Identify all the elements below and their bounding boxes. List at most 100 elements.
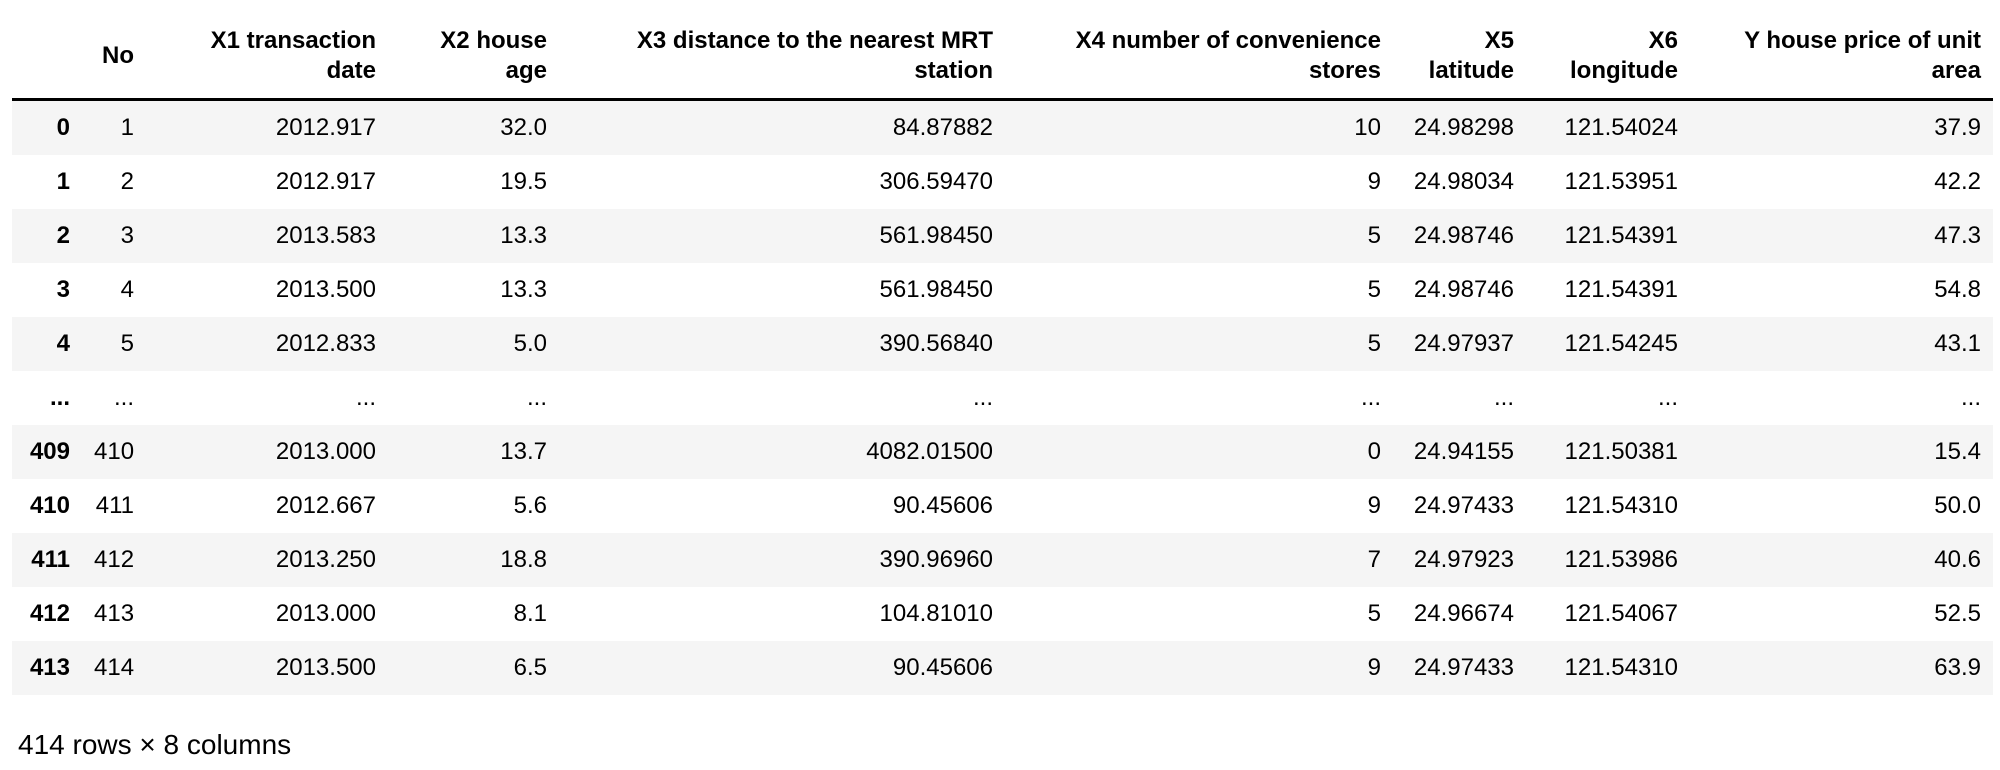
index-cell: ... [49,384,70,411]
data-cell-x1: 2013.000 [275,600,376,627]
data-cell-x6: 121.53951 [1564,168,1678,195]
index-cell: 410 [29,492,70,519]
column-header-y: Y house price of unit area [1690,14,1993,101]
table-row: 0 1 2012.917 32.0 84.87882 10 24.98298 121.5402… [12,99,1993,155]
data-cell-y: 42.2 [1934,168,1981,195]
column-header-x1: X1 transaction date [146,14,388,101]
data-cell-x1: 2013.250 [275,546,376,573]
header-row: No X1 transaction date X2 house age X3 dist… [12,14,1993,101]
index-cell: 409 [29,438,70,465]
data-cell-x6: 121.54067 [1564,600,1678,627]
index-cell: 412 [29,600,70,627]
data-cell-y: 47.3 [1934,222,1981,249]
data-cell-x2: 13.3 [500,276,547,303]
index-cell: 4 [56,330,70,357]
data-cell-x2: 32.0 [500,114,547,141]
data-cell-x2: 13.3 [500,222,547,249]
data-cell-x3: 4082.01500 [866,438,993,465]
data-cell-y: 40.6 [1934,546,1981,573]
index-cell: 2 [56,222,70,249]
data-cell-y: 54.8 [1934,276,1981,303]
data-cell-no: 412 [94,546,135,573]
column-header-x4: X4 number of convenience stores [1005,14,1393,101]
table-row: 2 3 2013.583 13.3 561.98450 5 24.98746 121.5439… [12,209,1993,263]
data-cell-x1: 2012.667 [275,492,376,519]
dataframe-table: No X1 transaction date X2 house age X3 dist… [12,14,1993,695]
data-cell-x1: 2012.833 [275,330,376,357]
data-cell-x5: 24.97923 [1413,546,1514,573]
index-cell: 0 [56,114,70,141]
data-cell-x5: 24.98746 [1413,276,1514,303]
data-cell-x5: 24.98746 [1413,222,1514,249]
data-cell-x5: 24.97433 [1413,492,1514,519]
data-cell-x1: 2013.500 [275,276,376,303]
index-cell: 3 [56,276,70,303]
table-row: 411 412 2013.250 18.8 390.96960 7 24.97923 121.… [12,533,1993,587]
column-header-x3: X3 distance to the nearest MRT station [559,14,1005,101]
data-cell-x1: 2013.500 [275,654,376,681]
data-cell-x5: 24.97937 [1413,330,1514,357]
index-cell: 413 [29,654,70,681]
index-header-cell [12,14,82,101]
data-cell-x2: 18.8 [500,546,547,573]
data-cell-x2: 13.7 [500,438,547,465]
data-cell-y: ... [1960,384,1981,411]
data-cell-no: 411 [95,492,134,519]
data-cell-x3: 306.59470 [879,168,993,195]
table-row: 1 2 2012.917 19.5 306.59470 9 24.98034 121.5395… [12,155,1993,209]
data-cell-x5: 24.98298 [1413,114,1514,141]
data-cell-x2: 5.0 [513,330,547,357]
data-cell-x3: 84.87882 [892,114,993,141]
table-row: 413 414 2013.500 6.5 90.45606 9 24.97433 121.54… [12,641,1993,695]
data-cell-x3: 390.56840 [879,330,993,357]
column-header-no: No [82,14,146,101]
index-cell: 1 [56,168,70,195]
data-cell-x3: 390.96960 [879,546,993,573]
data-cell-x5: ... [1493,384,1514,411]
data-cell-x2: 19.5 [500,168,547,195]
data-cell-x3: 90.45606 [892,492,993,519]
data-cell-x2: 6.5 [513,654,547,681]
data-cell-x5: 24.97433 [1413,654,1514,681]
data-cell-x3: 561.98450 [879,276,993,303]
data-cell-x1: 2013.000 [275,438,376,465]
column-header-x6: X6 longitude [1526,14,1690,101]
table-row: 412 413 2013.000 8.1 104.81010 5 24.96674 121.5… [12,587,1993,641]
data-cell-x4: 10 [1354,114,1381,141]
data-cell-x1: 2012.917 [275,168,376,195]
data-cell-x5: 24.98034 [1413,168,1514,195]
table-row: 3 4 2013.500 13.3 561.98450 5 24.98746 121.5439… [12,263,1993,317]
data-cell-x2: ... [526,384,547,411]
data-cell-no: 410 [94,438,135,465]
data-cell-x2: 5.6 [513,492,547,519]
data-cell-x4: 9 [1367,168,1381,195]
data-cell-y: 63.9 [1934,654,1981,681]
data-cell-x6: 121.54310 [1564,492,1678,519]
data-cell-no: 2 [120,168,134,195]
data-cell-x4: 5 [1367,222,1381,249]
data-cell-x1: 2013.583 [275,222,376,249]
data-cell-x4: 9 [1367,654,1381,681]
data-cell-x4: 5 [1367,276,1381,303]
data-cell-x5: 24.96674 [1413,600,1514,627]
data-cell-x3: 561.98450 [879,222,993,249]
data-cell-x5: 24.94155 [1413,438,1514,465]
data-cell-x6: 121.54245 [1564,330,1678,357]
table-row: 409 410 2013.000 13.7 4082.01500 0 24.94155 121… [12,425,1993,479]
data-cell-y: 15.4 [1934,438,1981,465]
data-cell-y: 52.5 [1934,600,1981,627]
data-cell-x2: 8.1 [513,600,547,627]
data-cell-no: 414 [94,654,135,681]
data-cell-x4: 7 [1367,546,1381,573]
data-cell-x6: 121.54024 [1564,114,1678,141]
data-cell-x6: 121.54391 [1564,276,1678,303]
data-cell-no: 413 [94,600,135,627]
data-cell-no: 5 [120,330,134,357]
data-cell-x6: ... [1657,384,1678,411]
data-cell-no: ... [113,384,134,411]
data-cell-x4: 0 [1367,438,1381,465]
data-cell-x3: 104.81010 [879,600,993,627]
data-cell-y: 37.9 [1934,114,1981,141]
data-cell-y: 43.1 [1934,330,1981,357]
